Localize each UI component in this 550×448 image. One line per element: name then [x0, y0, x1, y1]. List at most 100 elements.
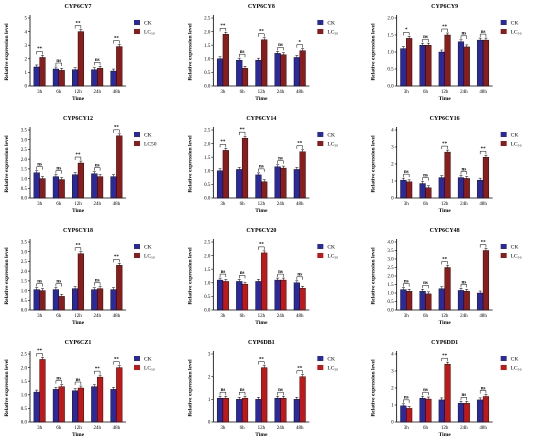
y-tick-label: 1.0 [387, 292, 394, 297]
bar-lc50 [299, 50, 306, 87]
significance-label: ** [442, 142, 448, 147]
y-tick-label: 2.5 [204, 17, 211, 22]
bar-lc50 [77, 253, 84, 311]
bar-lc50 [299, 288, 306, 311]
bar-ck [72, 390, 79, 423]
legend-label-lc50: LC₅₀ [327, 30, 338, 36]
bar-lc50 [58, 296, 65, 311]
significance-bracket [422, 391, 429, 396]
significance-bracket [422, 285, 429, 289]
chart-panel-cyp6cy8: CYP6CY8 Relative expression level 0.0 0.5 1.… [187, 4, 338, 102]
legend-swatch-ck [317, 20, 324, 25]
significance-label: ** [95, 367, 101, 372]
x-tick-label: 24h [93, 202, 101, 207]
bar-ck [438, 51, 445, 87]
significance-label: ** [37, 47, 43, 52]
legend-swatch-ck [134, 244, 140, 249]
x-tick-label: 24h [277, 202, 285, 207]
x-tick-label: 3h [404, 314, 410, 319]
chart-panel-cyp6cz1: CYP6CZ1 Relative expression level 0.0 0.5 1.… [4, 340, 155, 438]
legend-label-ck: CK [511, 357, 519, 363]
significance-label: ns [56, 166, 61, 171]
y-tick-label: 2.5 [387, 266, 394, 271]
legend-swatch-lc50 [317, 365, 324, 370]
y-tick-label: 2.0 [21, 366, 28, 371]
bar-lc50 [280, 167, 287, 199]
legend-swatch-lc50 [500, 365, 507, 370]
bar-lc50 [299, 376, 306, 423]
bar-ck [457, 403, 465, 423]
legend-swatch-lc50 [317, 141, 324, 146]
chart-title: CYP6CZ1 [65, 340, 92, 346]
bar-ck [52, 389, 60, 423]
x-tick-label: 48h [479, 314, 487, 319]
x-axis-label: Time [439, 432, 452, 438]
significance-label: ns [56, 279, 61, 284]
legend-label-lc50: LC₅₀ [511, 254, 522, 260]
legend-swatch-lc50 [134, 253, 140, 258]
chart-panel-cyp6cy18: CYP6CY18 Relative expression level 0.0 0.5 1… [4, 228, 155, 326]
bar-lc50 [425, 293, 432, 311]
y-tick-label: 1.5 [204, 268, 211, 273]
significance-bracket [277, 160, 284, 164]
y-tick-label: 0 [391, 197, 394, 202]
significance-bracket [55, 380, 62, 384]
x-tick-label: 24h [277, 426, 285, 431]
y-axis-label: Relative expression level [4, 247, 10, 305]
significance-label: ** [297, 366, 303, 371]
x-tick-label: 24h [460, 202, 468, 207]
y-tick-label: 2.0 [204, 254, 211, 259]
bar-lc50 [406, 181, 413, 199]
significance-bracket [403, 173, 410, 178]
x-tick-label: 48h [479, 90, 487, 95]
significance-label: ns [278, 157, 283, 162]
significance-bracket [479, 390, 487, 394]
y-tick-label: 0.0 [387, 85, 394, 90]
legend-swatch-lc50 [500, 253, 507, 258]
y-tick-label: 5 [25, 17, 28, 22]
significance-bracket [94, 62, 101, 66]
chart-panel-cyp6cy16: CYP6CY16 Relative expression level 0 1 2 3 4 ns… [371, 116, 522, 214]
x-tick-label: 48h [479, 202, 487, 207]
bar-ck [236, 281, 243, 311]
x-tick-label: 6h [423, 202, 429, 207]
bar-lc50 [77, 387, 84, 423]
y-tick-label: 3 [25, 44, 28, 49]
significance-bracket [460, 35, 467, 39]
y-tick-label: 3.5 [21, 241, 28, 246]
bar-ck [216, 398, 224, 423]
legend-swatch-ck [500, 356, 507, 361]
significance-bracket [94, 282, 101, 286]
bar-lc50 [406, 291, 413, 311]
x-tick-label: 24h [460, 426, 468, 431]
bar-ck [293, 282, 300, 311]
legend-label-lc50: LC₅₀ [511, 142, 522, 148]
y-tick-label: 0.5 [21, 407, 28, 412]
significance-label: ns [278, 270, 283, 275]
bar-lc50 [58, 70, 65, 87]
significance-bracket [55, 62, 62, 66]
legend-swatch-ck [317, 132, 324, 137]
bar-ck [400, 289, 407, 311]
significance-label: * [405, 28, 408, 33]
significance-label: ** [442, 25, 448, 30]
legend-label-lc50: LC₅₀ [144, 254, 155, 260]
bar-ck [438, 399, 445, 423]
bar-ck [419, 291, 426, 311]
bar-lc50 [39, 290, 46, 311]
significance-bracket [403, 32, 410, 36]
x-tick-label: 3h [404, 426, 410, 431]
y-tick-label: 1.5 [204, 156, 211, 161]
legend-label-ck: CK [511, 133, 519, 139]
significance-label: ** [297, 142, 303, 147]
bar-ck [72, 174, 79, 199]
y-tick-label: 2.0 [204, 142, 211, 147]
legend-label-lc50: LC₅₀ [327, 142, 338, 148]
significance-bracket [296, 370, 303, 374]
bar-ck [236, 59, 243, 87]
legend-swatch-lc50 [317, 253, 324, 258]
bar-lc50 [482, 156, 490, 199]
y-axis-label: Relative expression level [187, 247, 193, 305]
y-axis-label: Relative expression level [371, 359, 377, 417]
bar-ck [91, 69, 98, 87]
